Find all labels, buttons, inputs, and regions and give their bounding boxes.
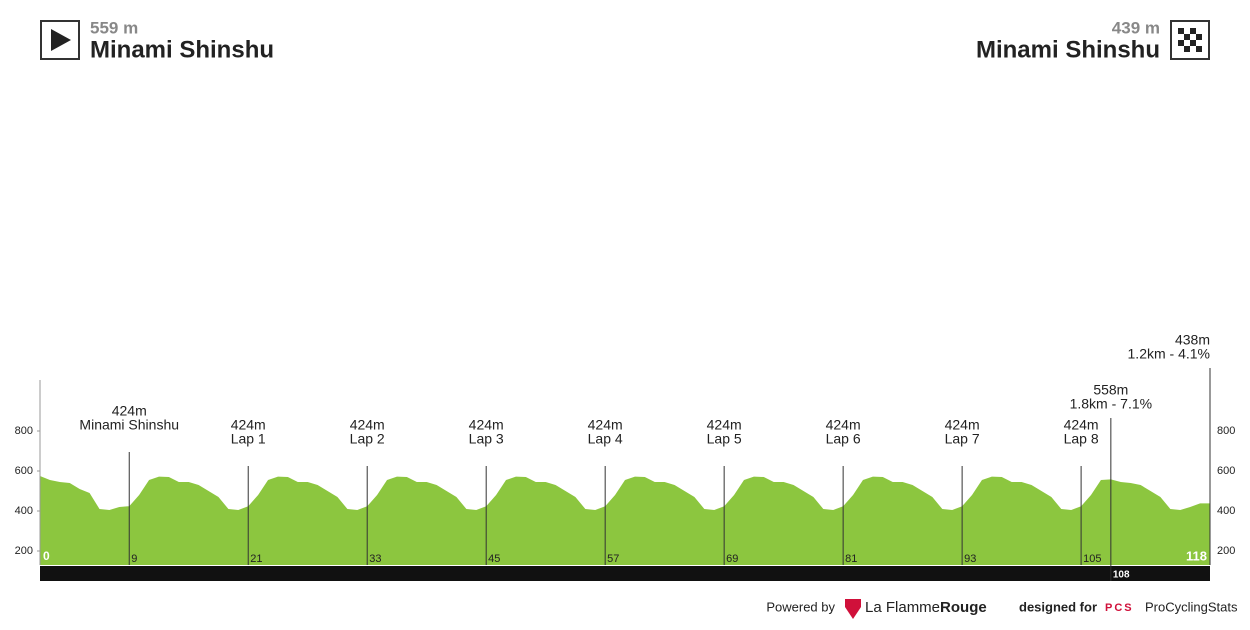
marker-km: 93: [964, 553, 976, 565]
marker-km: 45: [488, 553, 500, 565]
climb-elevation: 558m: [1093, 382, 1128, 398]
marker-elevation: 424m: [112, 403, 147, 419]
powered-by: Powered by: [766, 599, 835, 614]
y-tick-label: 400: [1217, 505, 1235, 517]
start-name: Minami Shinshu: [90, 36, 274, 63]
marker-elevation: 424m: [826, 417, 861, 433]
marker-elevation: 424m: [945, 417, 980, 433]
climb-km: 108: [1113, 570, 1130, 581]
pcs-name: ProCyclingStats: [1145, 599, 1238, 614]
brand-part: La Flamme: [865, 599, 940, 616]
brand: La FlammeRouge: [865, 599, 987, 616]
marker-name: Minami Shinshu: [79, 417, 179, 433]
climb-elevation: 438m: [1175, 332, 1210, 348]
start-elevation: 559 m: [90, 18, 138, 37]
finish-icon: [1170, 20, 1210, 60]
start-icon: [40, 20, 80, 60]
y-tick-label: 400: [15, 505, 33, 517]
marker-name: Lap 1: [231, 431, 266, 447]
marker-elevation: 424m: [707, 417, 742, 433]
marker-name: Lap 8: [1064, 431, 1099, 447]
distance-bar: [40, 566, 1210, 581]
marker-name: Lap 4: [588, 431, 623, 447]
designed-for: designed for: [1019, 599, 1097, 614]
marker-name: Lap 3: [469, 431, 504, 447]
brand-part: Rouge: [940, 599, 987, 616]
finish-km: 118: [1186, 548, 1207, 563]
marker-name: Lap 6: [826, 431, 861, 447]
climb-detail: 1.8km - 7.1%: [1070, 396, 1152, 412]
marker-elevation: 424m: [469, 417, 504, 433]
marker-km: 33: [369, 553, 381, 565]
marker-name: Lap 5: [707, 431, 742, 447]
elevation-area: [40, 476, 1210, 565]
y-tick-label: 600: [1217, 465, 1235, 477]
brand-logo: [845, 599, 861, 619]
finish-elevation: 439 m: [1112, 18, 1160, 37]
marker-km: 81: [845, 553, 857, 565]
pcs-logo: PCS: [1105, 602, 1134, 614]
marker-elevation: 424m: [231, 417, 266, 433]
marker-km: 57: [607, 553, 619, 565]
marker-km: 105: [1083, 553, 1101, 565]
finish-name: Minami Shinshu: [976, 36, 1160, 63]
marker-name: Lap 2: [350, 431, 385, 447]
marker-km: 21: [250, 553, 262, 565]
marker-name: Lap 7: [945, 431, 980, 447]
marker-elevation: 424m: [350, 417, 385, 433]
y-tick-label: 200: [1217, 545, 1235, 557]
climb-detail: 1.2km - 4.1%: [1128, 346, 1210, 362]
y-tick-label: 600: [15, 465, 33, 477]
marker-km: 9: [131, 553, 137, 565]
y-tick-label: 200: [15, 545, 33, 557]
y-tick-label: 800: [1217, 425, 1235, 437]
marker-km: 69: [726, 553, 738, 565]
y-tick-label: 800: [15, 425, 33, 437]
marker-elevation: 424m: [1064, 417, 1099, 433]
marker-elevation: 424m: [588, 417, 623, 433]
start-km: 0: [43, 549, 50, 563]
